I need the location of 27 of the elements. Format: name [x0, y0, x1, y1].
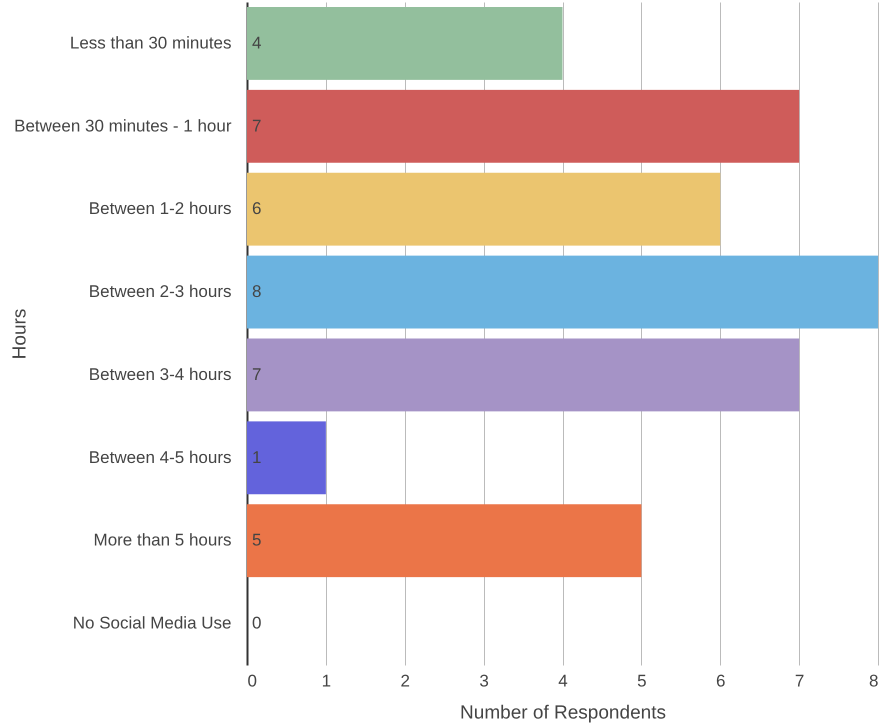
y-tick-label: Between 1-2 hours: [88, 199, 232, 218]
x-tick-label: 2: [400, 672, 410, 690]
data-label: 4: [252, 33, 262, 52]
data-label: 7: [252, 364, 262, 384]
x-tick-label: 8: [869, 672, 878, 690]
data-label: 7: [252, 116, 262, 136]
x-tick-label: 0: [248, 672, 257, 690]
y-axis-title: Hours: [10, 308, 30, 360]
y-tick-label: Less than 30 minutes: [70, 33, 232, 52]
y-tick-label: Between 2-3 hours: [88, 282, 232, 302]
x-tick-label: 5: [637, 672, 647, 690]
data-label: 0: [252, 614, 262, 633]
x-tick-label: 7: [794, 672, 804, 690]
y-tick-label: No Social Media Use: [72, 614, 232, 633]
data-label: 6: [252, 199, 262, 218]
x-axis-title: Number of Respondents: [460, 702, 666, 724]
x-tick-label: 6: [716, 672, 726, 690]
y-tick-label: Between 3-4 hours: [88, 364, 232, 384]
x-tick-label: 4: [558, 672, 568, 690]
y-tick-label: Between 30 minutes - 1 hour: [14, 116, 232, 136]
y-tick-label: More than 5 hours: [94, 530, 232, 550]
y-tick-label: Between 4-5 hours: [88, 448, 232, 467]
data-label: 1: [252, 448, 262, 467]
x-tick-label: 3: [479, 672, 489, 690]
data-label: 5: [252, 530, 262, 550]
x-tick-label: 1: [322, 672, 332, 690]
data-label: 8: [252, 282, 262, 302]
